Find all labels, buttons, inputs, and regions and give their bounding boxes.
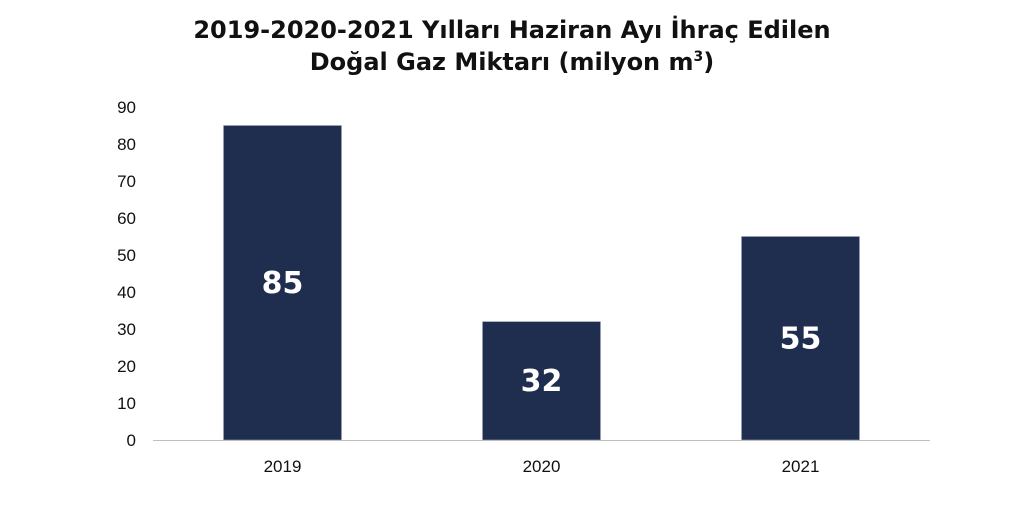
y-tick-label: 90 xyxy=(117,98,136,117)
y-tick-label: 50 xyxy=(117,246,136,265)
chart-title: 2019-2020-2021 Yılları Haziran Ayı İhraç… xyxy=(0,14,1024,78)
y-tick-label: 10 xyxy=(117,394,136,413)
data-label-2020: 32 xyxy=(521,364,563,399)
x-tick-label: 2019 xyxy=(264,457,302,476)
y-tick-label: 0 xyxy=(127,431,136,450)
chart-title-superscript: 3 xyxy=(693,49,704,65)
bar-2020 xyxy=(482,321,601,441)
y-tick-label: 60 xyxy=(117,209,136,228)
chart-title-line-1: 2019-2020-2021 Yılları Haziran Ayı İhraç… xyxy=(193,16,831,44)
chart-title-line-2-main: Doğal Gaz Miktarı (milyon m xyxy=(309,48,694,76)
chart-title-line-2-close: ) xyxy=(703,48,715,76)
y-tick-label: 20 xyxy=(117,357,136,376)
bar-2019 xyxy=(223,125,342,441)
x-tick-label: 2020 xyxy=(523,457,561,476)
data-label-2021: 55 xyxy=(780,321,822,356)
data-label-2019: 85 xyxy=(262,266,304,301)
chart-title-line-2: Doğal Gaz Miktarı (milyon m3) xyxy=(0,46,1024,78)
bar-2021 xyxy=(741,236,860,441)
y-tick-label: 80 xyxy=(117,135,136,154)
y-tick-label: 40 xyxy=(117,283,136,302)
x-tick-label: 2021 xyxy=(782,457,820,476)
y-tick-label: 30 xyxy=(117,320,136,339)
y-tick-label: 70 xyxy=(117,172,136,191)
